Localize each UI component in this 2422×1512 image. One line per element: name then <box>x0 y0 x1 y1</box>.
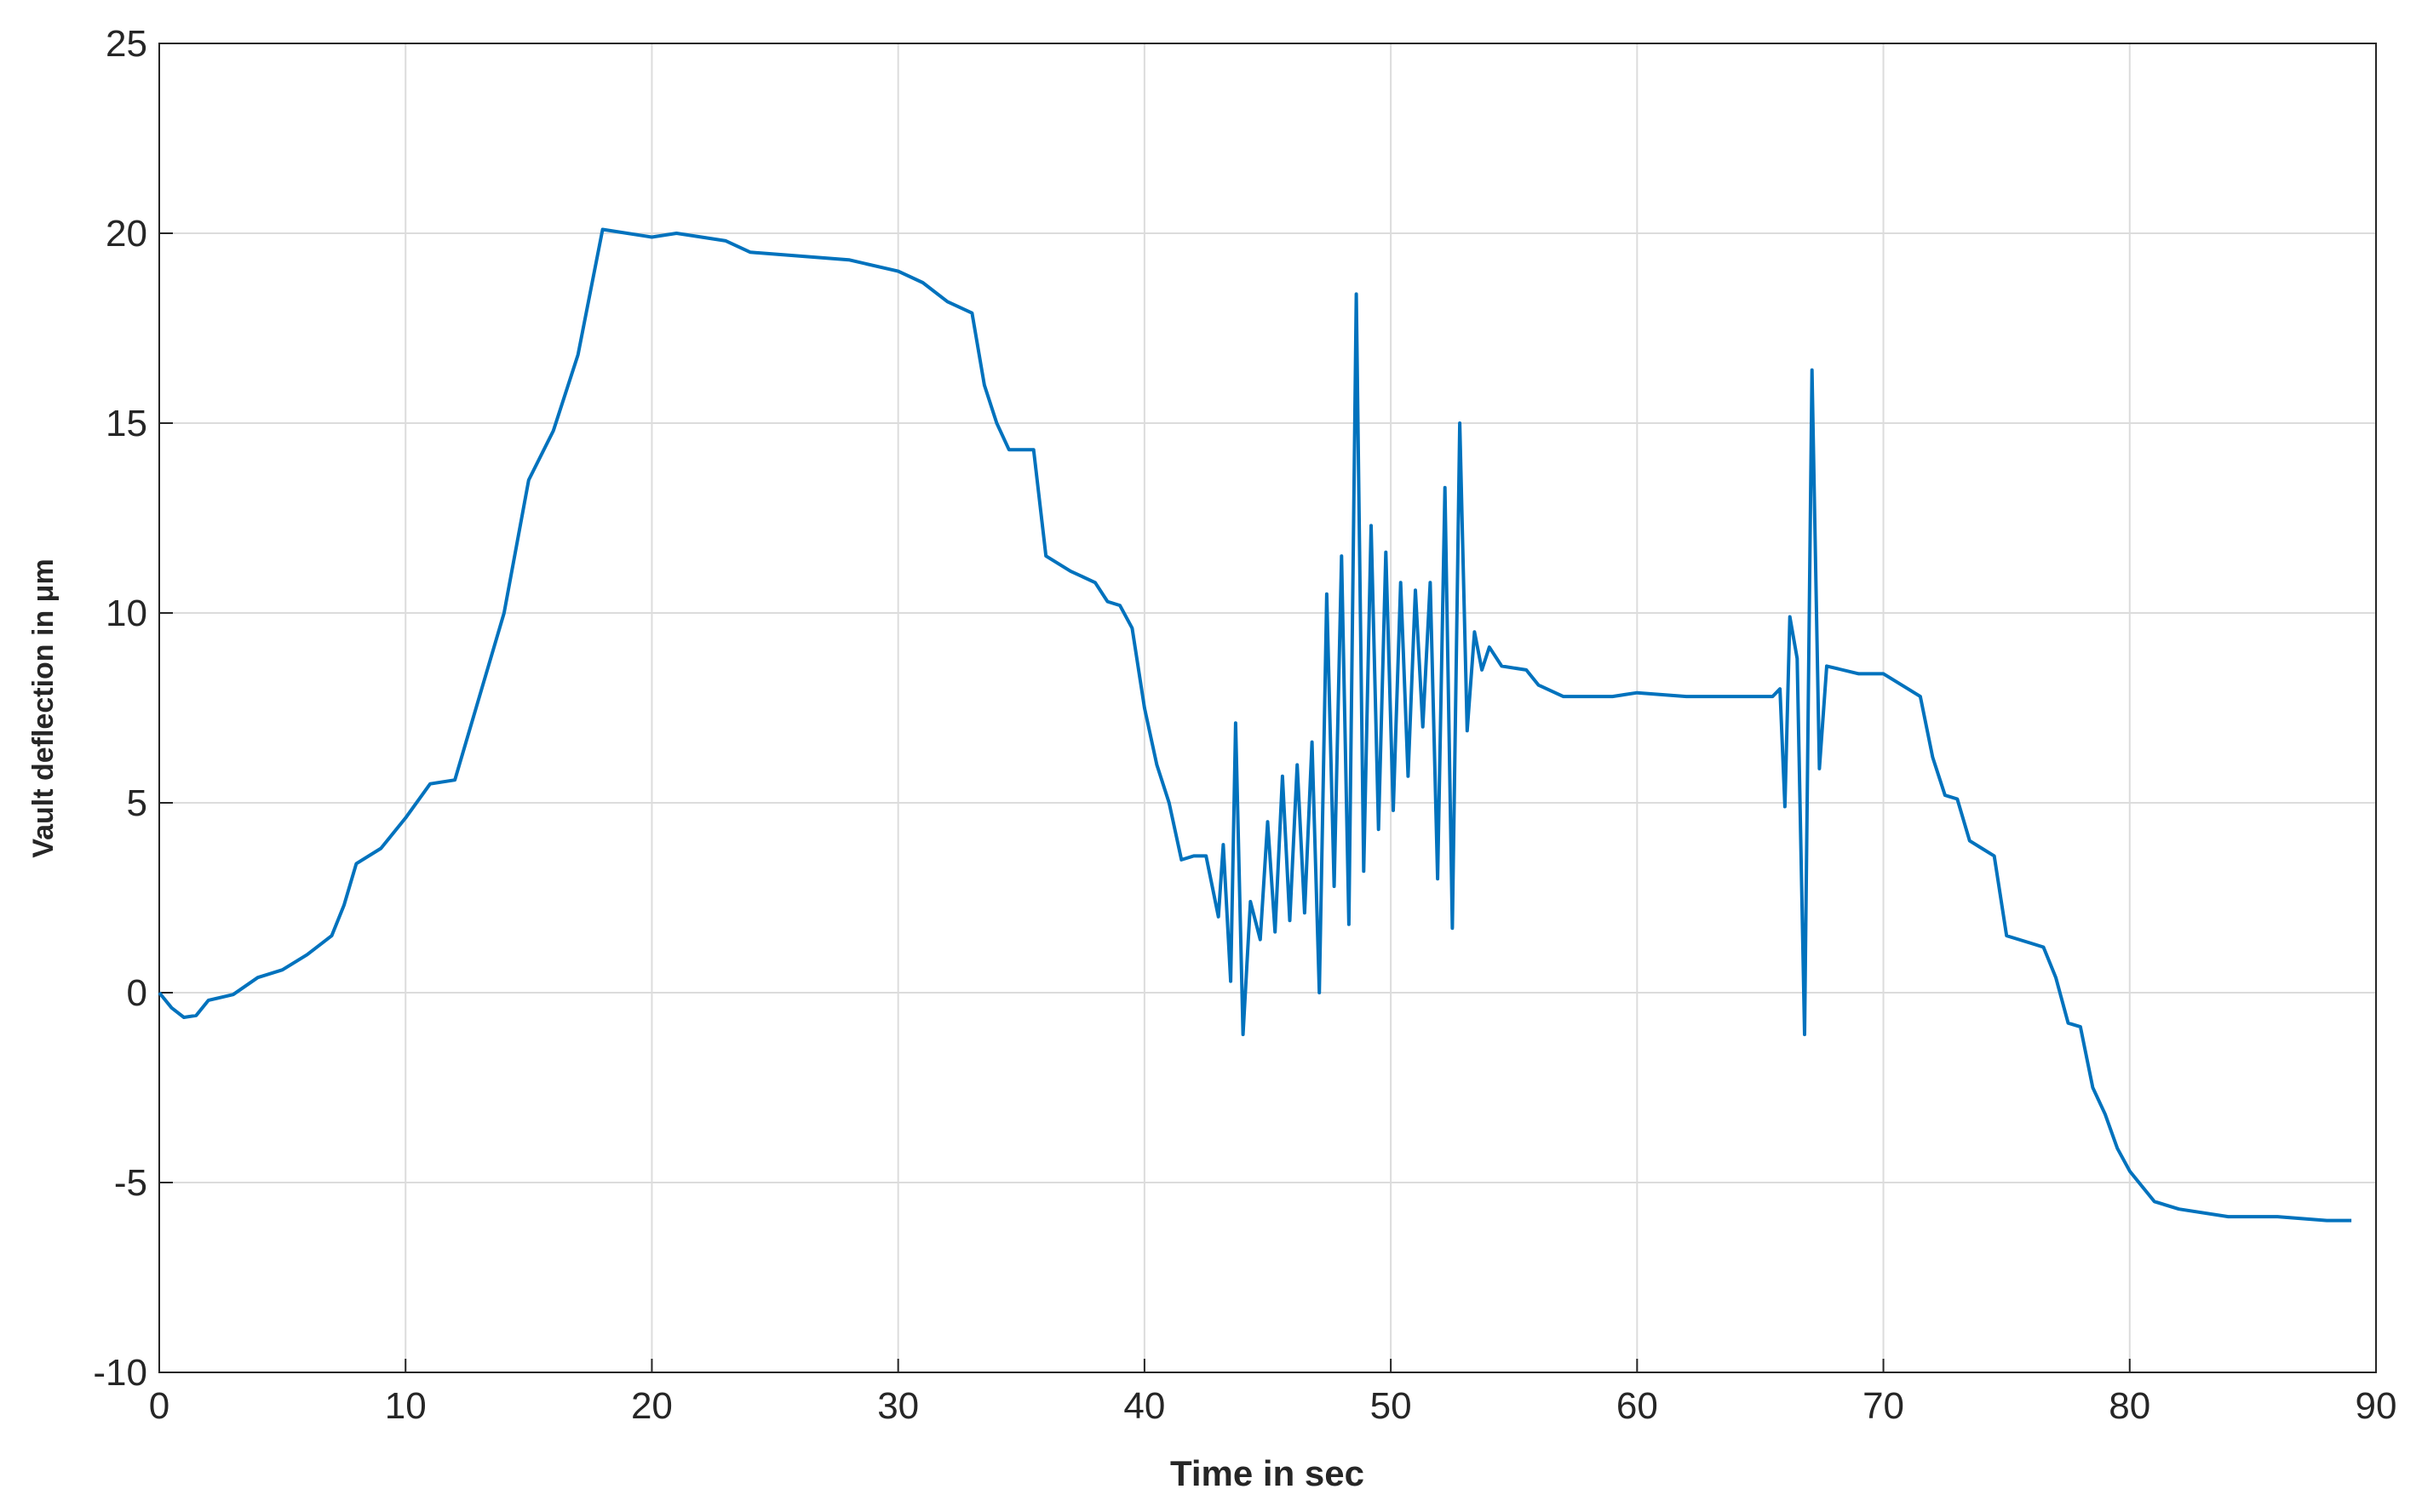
x-tick-label: 50 <box>1370 1385 1412 1427</box>
y-tick-label: 15 <box>106 403 147 444</box>
x-tick-label: 0 <box>149 1385 169 1427</box>
y-tick-label: 0 <box>127 972 147 1014</box>
y-tick-label: -10 <box>93 1352 147 1394</box>
x-tick-label: 70 <box>1862 1385 1904 1427</box>
y-tick-label: 20 <box>106 213 147 255</box>
y-axis-label: Vault deflection in μm <box>27 558 60 857</box>
x-tick-label: 10 <box>385 1385 427 1427</box>
x-tick-label: 60 <box>1616 1385 1658 1427</box>
y-tick-label: -5 <box>114 1162 147 1204</box>
plot-area <box>159 43 2376 1372</box>
y-tick-label: 10 <box>106 593 147 634</box>
x-tick-label: 90 <box>2356 1385 2397 1427</box>
x-axis-label: Time in sec <box>1170 1453 1364 1493</box>
y-tick-label: 5 <box>127 782 147 824</box>
x-tick-label: 20 <box>631 1385 673 1427</box>
x-tick-label: 30 <box>877 1385 919 1427</box>
x-tick-label: 80 <box>2109 1385 2150 1427</box>
x-tick-label: 40 <box>1123 1385 1165 1427</box>
data-line <box>158 227 2352 1223</box>
plot-frame <box>158 43 2377 1373</box>
y-tick-label: 25 <box>106 23 147 65</box>
